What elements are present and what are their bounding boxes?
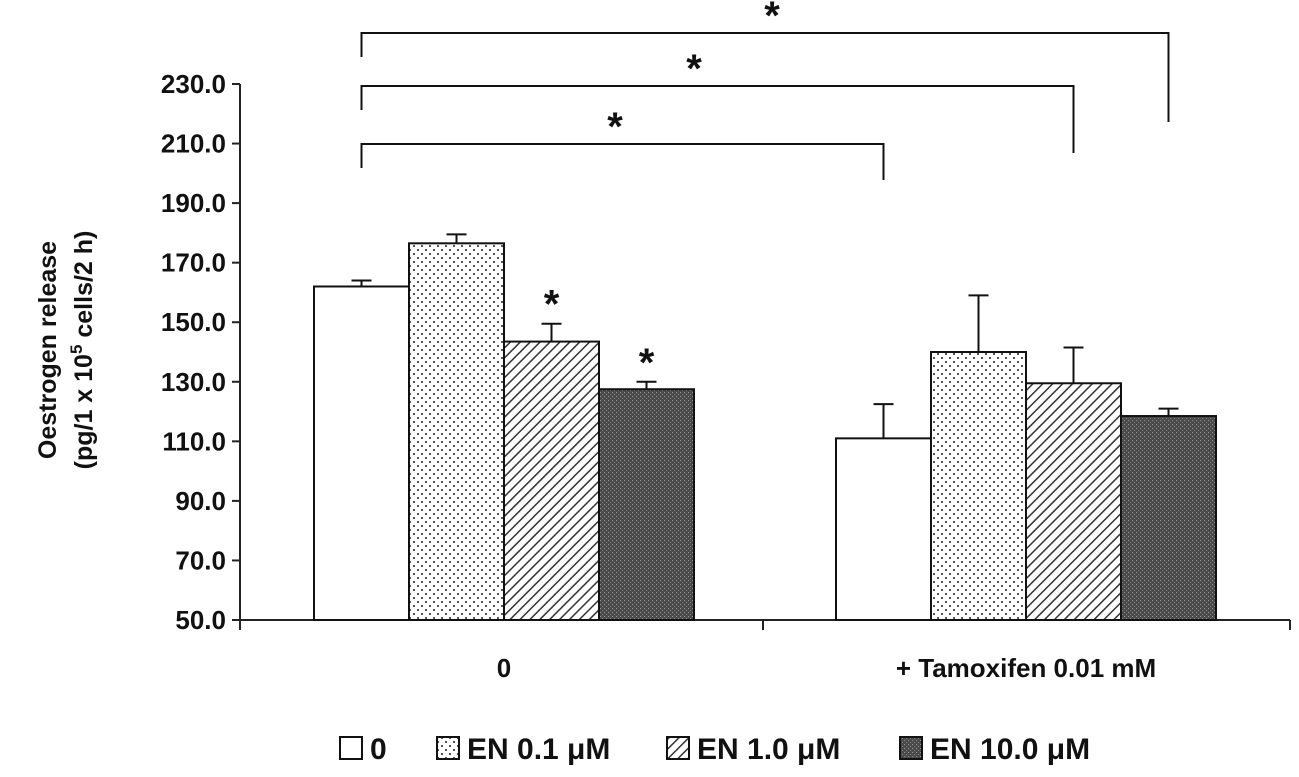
- y-tick-label: 190.0: [161, 188, 226, 218]
- significance-bracket: [360, 85, 1075, 153]
- y-tick-label: 230.0: [161, 69, 226, 99]
- legend-label: EN 1.0 μM: [697, 733, 840, 766]
- legend-swatch: [339, 736, 363, 760]
- bar-control-series-0: [313, 285, 410, 621]
- bar-control-series-1: [408, 242, 505, 622]
- y-tick-label: 70.0: [175, 545, 226, 575]
- bar-control-series-2: [503, 340, 600, 621]
- y-tick-label: 50.0: [175, 605, 226, 635]
- x-axis: 0 + Tamoxifen 0.01 mM: [239, 619, 1291, 683]
- legend-label: EN 0.1 μM: [467, 733, 610, 766]
- legend-swatch: [899, 736, 923, 760]
- bar-tamoxifen-series-2: [1025, 382, 1122, 621]
- bracket-star: *: [686, 47, 702, 91]
- y-axis-title-line1: Oestrogen release: [34, 241, 62, 459]
- significance-bracket: [360, 32, 1170, 122]
- legend-label: 0: [370, 733, 387, 766]
- y-tick-label: 110.0: [162, 426, 226, 456]
- bracket-star: *: [764, 0, 780, 38]
- y-axis-title-superscript: 5: [67, 345, 86, 354]
- x-category-label: 0: [497, 653, 511, 683]
- y-tick-label: 130.0: [161, 367, 226, 397]
- y-axis-title-suffix: cells/2 h): [70, 231, 98, 345]
- significance-star: *: [544, 283, 560, 327]
- legend-swatch: [666, 736, 690, 760]
- y-axis-title-line2: (pg/1 x 105 cells/2 h): [67, 231, 98, 470]
- y-axis-title: Oestrogen release (pg/1 x 105 cells/2 h): [34, 231, 98, 470]
- legend-swatch: [436, 736, 460, 760]
- legend: 0 EN 0.1 μM EN 1.0 μM EN 10.0 μM: [339, 733, 1090, 766]
- y-tick-label: 150.0: [161, 307, 226, 337]
- y-tick-label: 90.0: [175, 486, 226, 516]
- legend-label: EN 10.0 μM: [930, 733, 1090, 766]
- bar-control-series-3: [598, 388, 695, 621]
- bar-tamoxifen-series-3: [1120, 415, 1217, 621]
- significance-annotations: * * * * *: [360, 0, 1170, 385]
- y-axis: 50.0 70.0 90.0 110.0 130.0 150.0 170.0 190.0 210…: [161, 69, 241, 635]
- x-category-label: + Tamoxifen 0.01 mM: [896, 653, 1156, 683]
- significance-bracket: [360, 143, 885, 180]
- bracket-star: *: [607, 105, 623, 149]
- bar-tamoxifen-series-0: [835, 437, 932, 621]
- bar-tamoxifen-series-1: [930, 351, 1027, 621]
- y-tick-label: 210.0: [161, 129, 226, 159]
- y-tick-label: 170.0: [161, 248, 226, 278]
- y-axis-title-prefix: (pg/1 x 10: [70, 354, 98, 469]
- significance-star: *: [639, 341, 655, 385]
- bars: [313, 233, 1217, 622]
